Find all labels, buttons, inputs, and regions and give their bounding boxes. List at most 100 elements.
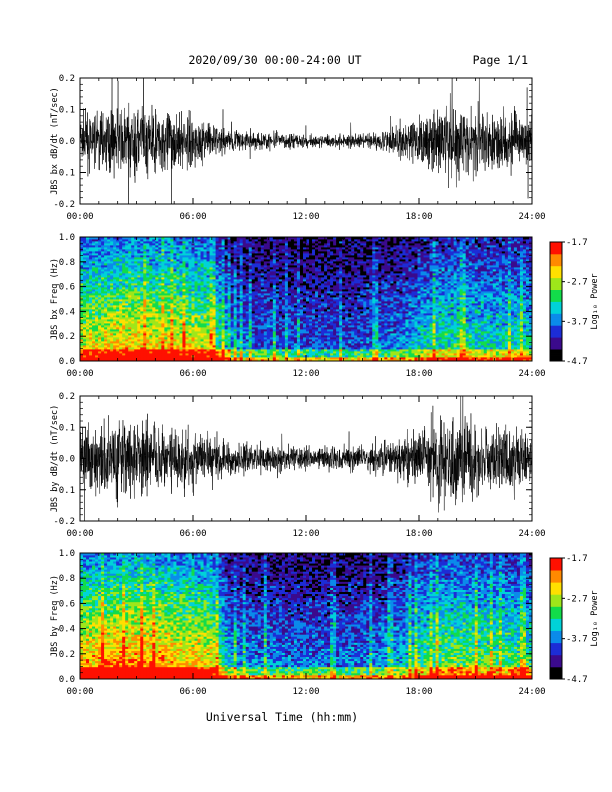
spectrogram-cell xyxy=(116,297,120,300)
spectrogram-cell xyxy=(146,297,150,300)
spectrogram-cell xyxy=(119,329,123,332)
spectrogram-cell xyxy=(89,273,93,276)
spectrogram-cell xyxy=(101,345,105,348)
spectrogram-cell xyxy=(143,243,147,246)
spectrogram-cell xyxy=(119,281,123,284)
spectrogram-cell xyxy=(143,321,147,324)
spectrogram-cell xyxy=(83,333,87,336)
data-trace xyxy=(79,77,533,205)
spectrogram-cell xyxy=(140,313,144,316)
spectrogram-cell xyxy=(128,281,132,284)
spectrogram-cell xyxy=(110,339,114,342)
spectrogram-cell xyxy=(122,345,126,348)
spectrogram-cell xyxy=(128,299,132,302)
spectrogram-cell xyxy=(140,345,144,348)
spectrogram-cell xyxy=(143,329,147,332)
spectrogram-cell xyxy=(158,337,162,340)
spectrogram-cell xyxy=(149,243,153,246)
spectrogram-cell xyxy=(98,289,102,292)
spectrogram-cell xyxy=(146,273,150,276)
spectrogram-cell xyxy=(140,323,144,326)
spectrogram-cell xyxy=(158,285,162,288)
spectrogram-cell xyxy=(80,255,84,258)
spectrogram-cell xyxy=(158,313,162,316)
spectrogram-cell xyxy=(95,299,99,302)
spectrogram-cell xyxy=(137,291,141,294)
spectrogram-cell xyxy=(125,253,129,256)
spectrogram-cell xyxy=(161,267,165,270)
spectrogram-cell xyxy=(161,357,165,360)
spectrogram-cell xyxy=(125,279,129,282)
spectrogram-cell xyxy=(134,335,138,338)
spectrogram-cell xyxy=(131,261,135,264)
spectrogram-cell xyxy=(149,273,153,276)
spectrogram-cell xyxy=(101,301,105,304)
spectrogram-cell xyxy=(95,347,99,350)
spectrogram-cell xyxy=(110,239,114,242)
spectrogram-cell xyxy=(125,349,129,352)
spectrogram-cell xyxy=(98,305,102,308)
spectrogram-cell xyxy=(149,249,153,252)
spectrogram-cell xyxy=(128,287,132,290)
spectrogram-cell xyxy=(80,359,84,362)
spectrogram-cell xyxy=(101,293,105,296)
spectrogram-cell xyxy=(149,359,153,362)
spectrogram-cell xyxy=(125,345,129,348)
spectrogram-cell xyxy=(143,309,147,312)
spectrogram-cell xyxy=(161,335,165,338)
spectrogram-cell xyxy=(107,305,111,308)
spectrogram-cell xyxy=(140,271,144,274)
spectrogram-cell xyxy=(107,243,111,246)
spectrogram-cell xyxy=(83,279,87,282)
spectrogram-cell xyxy=(119,273,123,276)
spectrogram-cell xyxy=(80,333,84,336)
spectrogram-cell xyxy=(140,303,144,306)
spectrogram-cell xyxy=(86,323,90,326)
spectrogram-cell xyxy=(104,331,108,334)
spectrogram-cell xyxy=(92,299,96,302)
spectrogram-cell xyxy=(89,351,93,354)
spectrogram-cell xyxy=(95,255,99,258)
spectrogram-cell xyxy=(116,347,120,350)
spectrogram-cell xyxy=(152,345,156,348)
spectrogram-cell xyxy=(89,359,93,362)
spectrogram-cell xyxy=(119,259,123,262)
spectrogram-cell xyxy=(80,323,84,326)
spectrogram-cell xyxy=(107,245,111,248)
spectrogram-cell xyxy=(98,251,102,254)
spectrogram-cell xyxy=(110,347,114,350)
spectrogram-cell xyxy=(116,327,120,330)
spectrogram-cell xyxy=(95,339,99,342)
spectrogram-cell xyxy=(155,241,159,244)
spectrogram-cell xyxy=(119,359,123,362)
spectrogram-cell xyxy=(107,323,111,326)
spectrogram-cell xyxy=(83,295,87,298)
spectrogram-cell xyxy=(125,353,129,356)
spectrogram-cell xyxy=(101,303,105,306)
spectrogram-cell xyxy=(149,343,153,346)
spectrogram-cell xyxy=(104,293,108,296)
spectrogram-cell xyxy=(89,241,93,244)
spectrogram-cell xyxy=(164,245,168,248)
spectrogram-cell xyxy=(104,313,108,316)
spectrogram-cell xyxy=(155,329,159,332)
spectrogram-cell xyxy=(83,349,87,352)
spectrogram-cell xyxy=(104,333,108,336)
spectrogram-cell xyxy=(149,261,153,264)
spectrogram-cell xyxy=(161,265,165,268)
spectrogram-cell xyxy=(143,297,147,300)
spectrogram-cell xyxy=(149,267,153,270)
spectrogram-cell xyxy=(92,315,96,318)
spectrogram-cell xyxy=(83,345,87,348)
spectrogram-cell xyxy=(155,305,159,308)
spectrogram-cell xyxy=(137,349,141,352)
spectrogram-cell xyxy=(155,261,159,264)
spectrogram-cell xyxy=(143,313,147,316)
spectrogram-cell xyxy=(86,307,90,310)
spectrogram-cell xyxy=(149,239,153,242)
spectrogram-cell xyxy=(80,247,84,250)
spectrogram-cell xyxy=(107,355,111,358)
spectrogram-cell xyxy=(143,347,147,350)
spectrogram-cell xyxy=(164,267,168,270)
spectrogram-cell xyxy=(146,349,150,352)
